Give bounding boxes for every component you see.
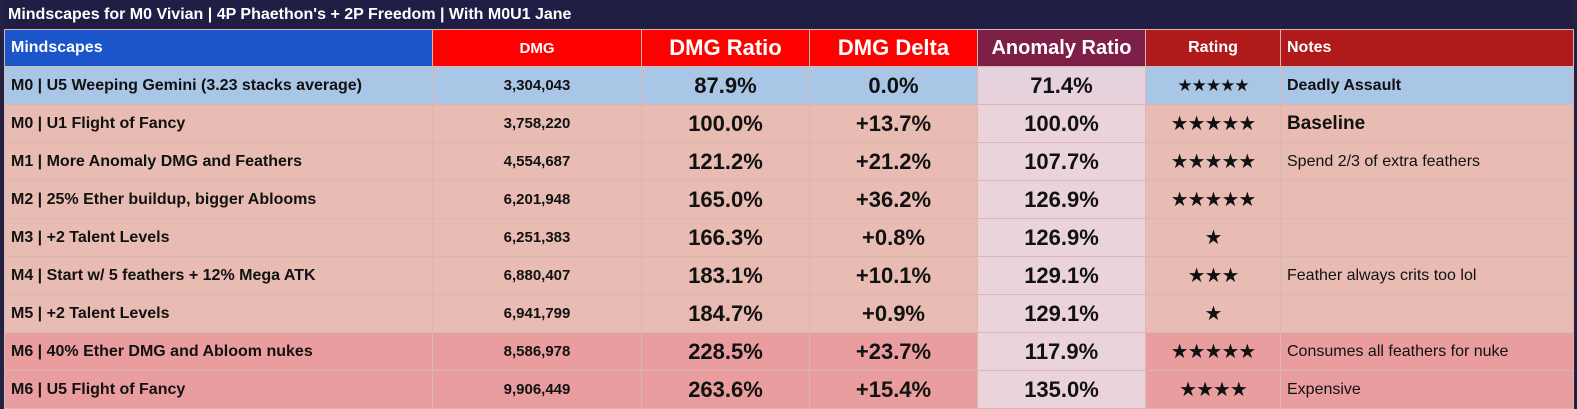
cell-dmg-ratio[interactable]: 166.3% [641, 218, 810, 257]
cell-mindscape[interactable]: M5 | +2 Talent Levels [4, 294, 433, 333]
cell-notes[interactable] [1280, 218, 1574, 257]
cell-anomaly-ratio[interactable]: 117.9% [977, 332, 1146, 371]
cell-anomaly-ratio[interactable]: 71.4% [977, 66, 1146, 105]
sheet-title: Mindscapes for M0 Vivian | 4P Phaethon's… [4, 0, 1573, 29]
cell-rating-stars[interactable]: ★ [1145, 294, 1281, 333]
header-dmg[interactable]: DMG [432, 29, 642, 67]
cell-mindscape[interactable]: M0 | U1 Flight of Fancy [4, 104, 433, 143]
cell-dmg[interactable]: 9,906,449 [432, 370, 642, 409]
cell-dmg-delta[interactable]: +23.7% [809, 332, 978, 371]
table-row: M1 | More Anomaly DMG and Feathers 4,554… [4, 142, 1574, 181]
cell-mindscape[interactable]: M6 | U5 Flight of Fancy [4, 370, 433, 409]
cell-dmg-ratio[interactable]: 121.2% [641, 142, 810, 181]
cell-anomaly-ratio[interactable]: 126.9% [977, 180, 1146, 219]
cell-mindscape[interactable]: M0 | U5 Weeping Gemini (3.23 stacks aver… [4, 66, 433, 105]
cell-anomaly-ratio[interactable]: 129.1% [977, 294, 1146, 333]
cell-dmg-ratio[interactable]: 87.9% [641, 66, 810, 105]
cell-dmg-delta[interactable]: +10.1% [809, 256, 978, 295]
cell-rating-stars[interactable]: ★★★ [1145, 256, 1281, 295]
cell-anomaly-ratio[interactable]: 135.0% [977, 370, 1146, 409]
cell-anomaly-ratio[interactable]: 100.0% [977, 104, 1146, 143]
cell-rating-stars[interactable]: ★ [1145, 218, 1281, 257]
header-anomaly-ratio[interactable]: Anomaly Ratio [977, 29, 1146, 67]
cell-dmg-delta[interactable]: +36.2% [809, 180, 978, 219]
cell-notes[interactable] [1280, 294, 1574, 333]
header-notes[interactable]: Notes [1280, 29, 1574, 67]
cell-mindscape[interactable]: M6 | 40% Ether DMG and Abloom nukes [4, 332, 433, 371]
cell-dmg[interactable]: 6,251,383 [432, 218, 642, 257]
cell-rating-stars[interactable]: ★★★★★ [1145, 332, 1281, 371]
cell-mindscape[interactable]: M2 | 25% Ether buildup, bigger Ablooms [4, 180, 433, 219]
cell-dmg-delta[interactable]: +21.2% [809, 142, 978, 181]
cell-dmg[interactable]: 4,554,687 [432, 142, 642, 181]
cell-dmg-delta[interactable]: +13.7% [809, 104, 978, 143]
table-row: M3 | +2 Talent Levels 6,251,383 166.3% +… [4, 218, 1574, 257]
table-row: M0 | U1 Flight of Fancy 3,758,220 100.0%… [4, 104, 1574, 143]
cell-rating-stars[interactable]: ★★★★★ [1145, 66, 1281, 105]
cell-notes[interactable]: Feather always crits too lol [1280, 256, 1574, 295]
cell-dmg[interactable]: 8,586,978 [432, 332, 642, 371]
header-dmg-delta[interactable]: DMG Delta [809, 29, 978, 67]
cell-dmg-delta[interactable]: +15.4% [809, 370, 978, 409]
cell-dmg[interactable]: 6,941,799 [432, 294, 642, 333]
table-row: M2 | 25% Ether buildup, bigger Ablooms 6… [4, 180, 1574, 219]
cell-notes[interactable]: Deadly Assault [1280, 66, 1574, 105]
cell-anomaly-ratio[interactable]: 107.7% [977, 142, 1146, 181]
cell-anomaly-ratio[interactable]: 129.1% [977, 256, 1146, 295]
header-row: Mindscapes DMG DMG Ratio DMG Delta Anoma… [4, 29, 1574, 67]
cell-mindscape[interactable]: M4 | Start w/ 5 feathers + 12% Mega ATK [4, 256, 433, 295]
mindscapes-table: Mindscapes DMG DMG Ratio DMG Delta Anoma… [4, 29, 1574, 409]
cell-dmg-ratio[interactable]: 228.5% [641, 332, 810, 371]
cell-dmg[interactable]: 3,304,043 [432, 66, 642, 105]
cell-mindscape[interactable]: M1 | More Anomaly DMG and Feathers [4, 142, 433, 181]
header-mindscapes[interactable]: Mindscapes [4, 29, 433, 67]
cell-notes[interactable]: Expensive [1280, 370, 1574, 409]
cell-rating-stars[interactable]: ★★★★★ [1145, 180, 1281, 219]
table-row: M6 | 40% Ether DMG and Abloom nukes 8,58… [4, 332, 1574, 371]
cell-rating-stars[interactable]: ★★★★★ [1145, 142, 1281, 181]
cell-mindscape[interactable]: M3 | +2 Talent Levels [4, 218, 433, 257]
cell-notes[interactable]: Baseline [1280, 104, 1574, 143]
header-dmg-ratio[interactable]: DMG Ratio [641, 29, 810, 67]
table-row: M5 | +2 Talent Levels 6,941,799 184.7% +… [4, 294, 1574, 333]
cell-notes[interactable]: Consumes all feathers for nuke [1280, 332, 1574, 371]
cell-anomaly-ratio[interactable]: 126.9% [977, 218, 1146, 257]
table-row: M6 | U5 Flight of Fancy 9,906,449 263.6%… [4, 370, 1574, 409]
cell-dmg-ratio[interactable]: 100.0% [641, 104, 810, 143]
cell-notes[interactable] [1280, 180, 1574, 219]
cell-dmg[interactable]: 6,201,948 [432, 180, 642, 219]
cell-dmg-ratio[interactable]: 263.6% [641, 370, 810, 409]
cell-dmg[interactable]: 3,758,220 [432, 104, 642, 143]
cell-dmg-ratio[interactable]: 184.7% [641, 294, 810, 333]
cell-rating-stars[interactable]: ★★★★ [1145, 370, 1281, 409]
cell-notes[interactable]: Spend 2/3 of extra feathers [1280, 142, 1574, 181]
cell-rating-stars[interactable]: ★★★★★ [1145, 104, 1281, 143]
cell-dmg[interactable]: 6,880,407 [432, 256, 642, 295]
cell-dmg-delta[interactable]: +0.9% [809, 294, 978, 333]
cell-dmg-delta[interactable]: +0.8% [809, 218, 978, 257]
cell-dmg-ratio[interactable]: 165.0% [641, 180, 810, 219]
table-row: M4 | Start w/ 5 feathers + 12% Mega ATK … [4, 256, 1574, 295]
cell-dmg-ratio[interactable]: 183.1% [641, 256, 810, 295]
header-rating[interactable]: Rating [1145, 29, 1281, 67]
cell-dmg-delta[interactable]: 0.0% [809, 66, 978, 105]
table-row: M0 | U5 Weeping Gemini (3.23 stacks aver… [4, 66, 1574, 105]
